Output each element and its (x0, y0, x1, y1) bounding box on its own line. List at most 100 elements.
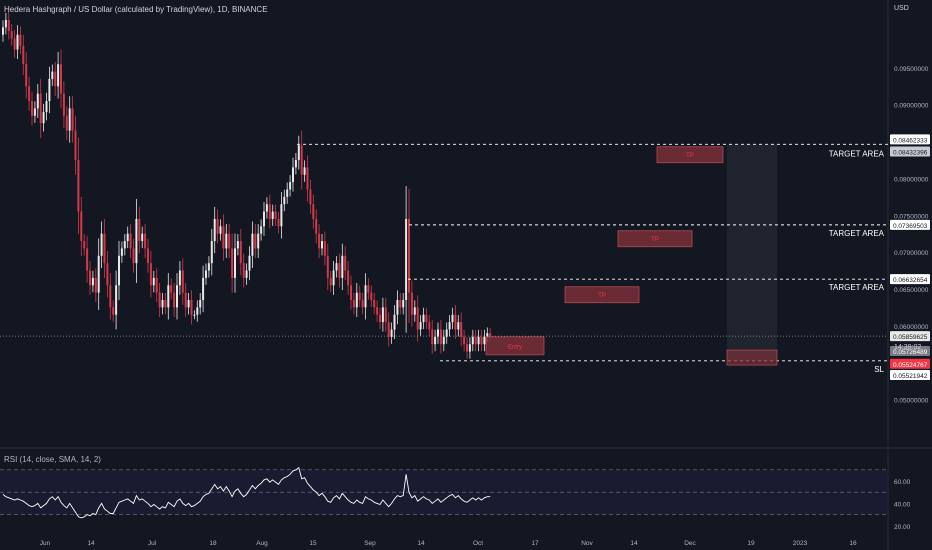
candle-body (80, 211, 83, 242)
time-tick-label: 14 (87, 540, 95, 547)
candle-body (367, 285, 370, 293)
candle-body (94, 277, 97, 293)
candle-body (445, 329, 448, 337)
candle-body (402, 300, 405, 308)
time-tick-label: 14 (630, 540, 638, 547)
target-area-label-1: TARGET AREA (829, 149, 885, 158)
candle-body (341, 255, 344, 278)
candle-body (384, 307, 387, 323)
candle-body (236, 241, 239, 249)
candle-body (489, 333, 492, 337)
candle-body (318, 233, 321, 249)
candle-body (100, 233, 103, 256)
candle-body (176, 285, 178, 308)
candle-body (25, 64, 28, 87)
candle-body (234, 248, 236, 278)
price-tick-label: 0.08000000 (894, 176, 929, 183)
candle-body (216, 218, 219, 234)
candle-body (376, 307, 379, 315)
candle-body (28, 86, 31, 102)
price-axis[interactable]: 0.09500000 0.09000000 0.08000000 0.07500000… (894, 66, 929, 405)
candle-body (57, 64, 60, 87)
candle-body (184, 292, 187, 308)
candle-body (120, 248, 123, 256)
candle-body (268, 204, 271, 219)
candle-body (231, 248, 234, 278)
candle-body (294, 160, 297, 168)
time-tick-label: 18 (209, 540, 217, 547)
candle-body (36, 93, 39, 109)
candle-body (309, 189, 312, 205)
candle-body (416, 307, 419, 330)
price-tag-previous-text: 0.05726489 (893, 349, 928, 356)
price-tick-label: 0.09000000 (894, 103, 929, 110)
candle-body (419, 322, 422, 330)
time-tick-label: 17 (531, 540, 539, 547)
candle-body (355, 292, 358, 308)
rsi-tick-label: 40.00 (894, 501, 911, 508)
candle-body (144, 233, 147, 249)
target-area-label-3: TARGET AREA (829, 283, 885, 292)
rsi-line (2, 466, 491, 519)
price-tags: 0.08462333 0.08432396 0.07369503 0.06632654… (890, 134, 930, 381)
candle-body (65, 115, 68, 131)
candle-body (167, 285, 170, 308)
candle-body (42, 112, 45, 124)
candle-body (245, 270, 248, 278)
candle-body (347, 270, 350, 286)
rsi-pane: 60.00 40.00 20.00 (0, 466, 911, 531)
candle-body (480, 336, 483, 345)
candle-body (207, 263, 210, 271)
candle-body (158, 292, 161, 308)
tp-box-2-label: TP (651, 237, 659, 243)
candle-body (7, 20, 10, 32)
candle-body (54, 71, 57, 87)
price-tag-target-2 (890, 219, 930, 230)
candle-body (413, 307, 416, 315)
candle-body (448, 322, 451, 330)
price-tag-low (890, 370, 930, 381)
candle-body (91, 277, 94, 286)
candle-body (83, 241, 86, 249)
candle-body (425, 314, 428, 323)
candle-body (431, 329, 434, 345)
candle-body (71, 108, 74, 131)
candle-body (335, 263, 338, 271)
time-tick-label: Aug (256, 540, 268, 547)
tp-box-2 (617, 230, 693, 248)
candle-body (390, 329, 393, 337)
candle-body (399, 300, 402, 308)
candle-body (422, 314, 425, 323)
time-tick-label: 14 (417, 540, 425, 547)
candle-body (393, 314, 396, 330)
candle-body (439, 329, 442, 345)
candle-body (466, 344, 468, 352)
candle-body (199, 300, 202, 308)
time-axis[interactable]: Jun 14 Jul 18 Aug 15 Sep 14 Oct 17 Nov 14 Dec 19 2023 1… (40, 540, 857, 547)
price-tag-stop-loss (890, 358, 930, 369)
candle-body (486, 333, 489, 337)
candle-body (86, 248, 89, 271)
candle-body (297, 145, 300, 160)
price-tag-target-1b-text: 0.08432396 (893, 150, 928, 157)
candle-body (242, 263, 245, 278)
candle-body (118, 255, 120, 286)
candle-body (454, 314, 457, 330)
candle-body (68, 108, 71, 131)
candle-body (123, 241, 126, 249)
candle-body (202, 277, 205, 300)
candlestick-series (2, 11, 492, 359)
tp-box-1-label: TP (686, 153, 694, 159)
time-tick-label: 19 (747, 540, 755, 547)
rsi-tick-label: 20.00 (894, 524, 911, 531)
time-tick-label: Jul (148, 540, 157, 547)
candle-body (219, 226, 222, 234)
candle-body (361, 300, 364, 308)
candle-body (321, 241, 323, 249)
time-tick-label: 2023 (793, 540, 808, 547)
tp-box-1 (656, 146, 724, 164)
price-tag-target-2-text: 0.07369503 (893, 223, 928, 230)
candle-body (437, 329, 439, 337)
time-tick-label: Nov (581, 540, 593, 547)
